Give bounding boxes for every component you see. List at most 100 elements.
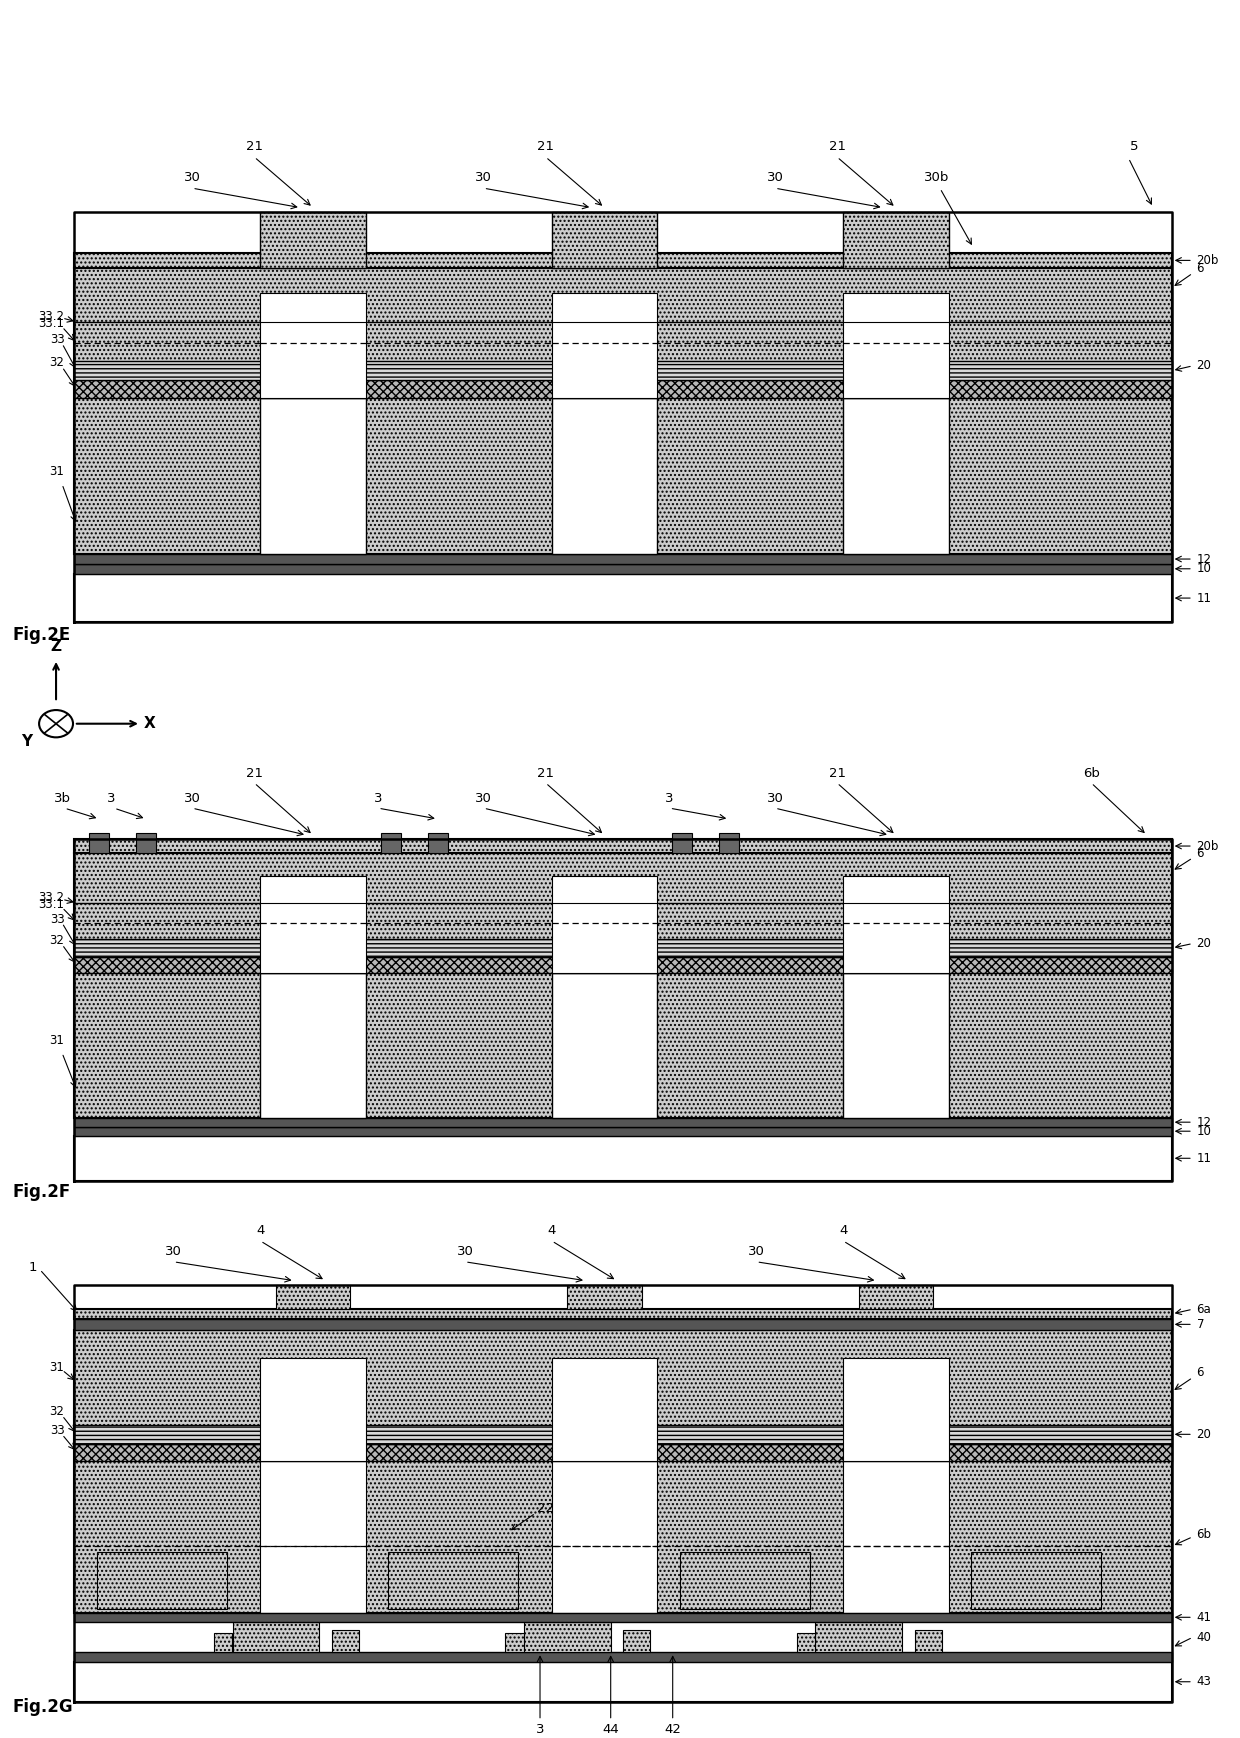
Text: 33.2: 33.2	[38, 892, 64, 904]
Bar	[523, 1622, 611, 1653]
Text: 1: 1	[29, 1262, 37, 1274]
Text: 44: 44	[603, 1722, 619, 1736]
Bar	[915, 1630, 942, 1653]
Text: Fig.2G: Fig.2G	[12, 1698, 73, 1715]
Text: 4: 4	[257, 1224, 264, 1237]
Text: 10: 10	[1197, 1124, 1211, 1138]
Bar	[332, 1630, 360, 1653]
Bar	[74, 252, 1172, 268]
Bar	[74, 1662, 1172, 1702]
Text: 30: 30	[456, 1244, 474, 1258]
Bar	[816, 1622, 903, 1653]
Text: 42: 42	[665, 1722, 681, 1736]
Text: 21: 21	[537, 766, 554, 780]
Bar	[260, 1359, 366, 1462]
Bar	[74, 1118, 1172, 1126]
Bar	[843, 398, 949, 554]
Bar	[428, 834, 448, 853]
Text: 33: 33	[50, 912, 64, 926]
Bar	[260, 292, 366, 398]
Text: 6: 6	[1197, 1366, 1204, 1380]
Bar	[388, 1552, 518, 1609]
Bar	[552, 876, 657, 973]
Bar	[796, 1634, 816, 1653]
Text: 20: 20	[1197, 937, 1211, 951]
Text: 20b: 20b	[1197, 839, 1219, 853]
Text: 6: 6	[1197, 262, 1204, 275]
Bar	[74, 1319, 1172, 1330]
Text: 30: 30	[748, 1244, 765, 1258]
Text: 3: 3	[536, 1722, 544, 1736]
Bar	[843, 876, 949, 973]
Bar	[213, 1634, 232, 1653]
Bar	[260, 973, 366, 1118]
Bar	[552, 212, 657, 268]
Text: 21: 21	[246, 766, 263, 780]
Bar	[74, 574, 1172, 622]
Bar	[971, 1552, 1101, 1609]
Bar	[74, 1309, 1172, 1319]
Bar	[680, 1552, 810, 1609]
Text: Z: Z	[51, 638, 62, 653]
Text: 3: 3	[374, 791, 382, 805]
Bar	[260, 212, 366, 268]
Bar	[843, 1359, 949, 1462]
Text: 12: 12	[1197, 1116, 1211, 1128]
Bar	[552, 398, 657, 554]
Text: 21: 21	[537, 141, 554, 153]
Bar	[843, 212, 949, 268]
Bar	[136, 834, 156, 853]
Bar	[552, 1462, 657, 1613]
Bar	[74, 839, 1172, 853]
Text: 11: 11	[1197, 1152, 1211, 1164]
Bar	[74, 939, 1172, 958]
Text: 3: 3	[108, 791, 115, 805]
Text: Fig.2F: Fig.2F	[12, 1182, 71, 1201]
Text: 21: 21	[246, 141, 263, 153]
Text: 30: 30	[165, 1244, 182, 1258]
Text: 5: 5	[1131, 141, 1138, 153]
Text: Fig.2E: Fig.2E	[12, 626, 71, 645]
Bar	[74, 381, 1172, 398]
Bar	[843, 973, 949, 1118]
Bar	[672, 834, 692, 853]
Bar	[74, 1425, 1172, 1444]
Text: 31: 31	[50, 1361, 64, 1375]
Bar	[277, 1284, 351, 1309]
Text: 30: 30	[766, 172, 784, 184]
Text: 3b: 3b	[53, 791, 71, 805]
Text: 30: 30	[184, 791, 201, 805]
Bar	[843, 292, 949, 398]
Text: 20: 20	[1197, 360, 1211, 372]
Bar	[233, 1622, 320, 1653]
Bar	[74, 268, 1172, 554]
Bar	[568, 1284, 642, 1309]
Bar	[552, 1359, 657, 1462]
Text: 31: 31	[50, 1034, 64, 1048]
Text: 30: 30	[766, 791, 784, 805]
Text: 33.2: 33.2	[38, 309, 64, 323]
Text: 4: 4	[548, 1224, 556, 1237]
Bar	[74, 1126, 1172, 1135]
Bar	[97, 1552, 227, 1609]
Text: X: X	[144, 716, 156, 732]
Bar	[89, 834, 109, 853]
Bar	[719, 834, 739, 853]
Bar	[843, 1462, 949, 1613]
Text: 6a: 6a	[1197, 1304, 1211, 1316]
Bar	[74, 1135, 1172, 1180]
Text: Y: Y	[21, 733, 32, 749]
Text: 6b: 6b	[1083, 766, 1100, 780]
Text: 7: 7	[1197, 1317, 1204, 1331]
Bar	[74, 563, 1172, 574]
Bar	[552, 973, 657, 1118]
Text: 20b: 20b	[1197, 254, 1219, 268]
Text: 20: 20	[1197, 1429, 1211, 1441]
Bar	[74, 1330, 1172, 1613]
Text: 33.1: 33.1	[38, 318, 64, 330]
Text: 32: 32	[50, 356, 64, 370]
Bar	[74, 362, 1172, 381]
Bar	[506, 1634, 525, 1653]
Bar	[260, 1462, 366, 1613]
Bar	[552, 292, 657, 398]
